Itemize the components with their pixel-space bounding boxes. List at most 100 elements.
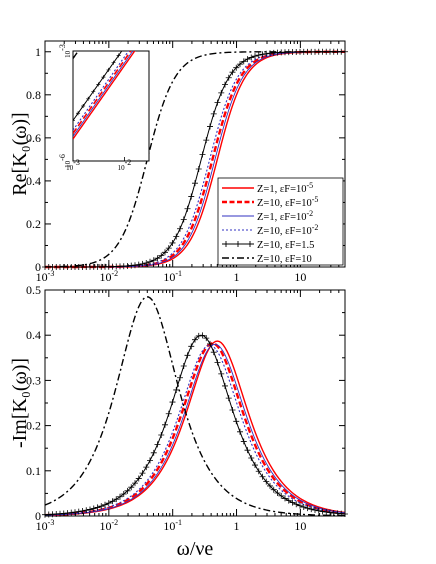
inset-series-4-marker bbox=[116, 53, 121, 58]
bottom-series-4-marker bbox=[173, 386, 180, 393]
top-x-tick-label: 10-3 bbox=[36, 269, 55, 284]
inset-curves bbox=[73, 10, 151, 140]
bottom-y-tick-label: 0.5 bbox=[26, 283, 41, 297]
bottom-series-4-marker bbox=[293, 501, 300, 508]
bottom-series-4-marker bbox=[184, 352, 191, 359]
top-series-4-marker bbox=[229, 69, 236, 76]
bottom-series-4-marker bbox=[199, 332, 206, 339]
top-x-tick-label: 1 bbox=[234, 270, 240, 284]
inset-series-1 bbox=[73, 51, 132, 134]
top-panel: 0 0.2 0.4 0.6 0.8 1 10-3 10-2 10-1 1 10 Re[K₀(ω)]… bbox=[9, 10, 348, 284]
inset-series-4-marker bbox=[73, 118, 75, 123]
bottom-series-4-marker bbox=[312, 507, 318, 514]
bottom-series-4-marker bbox=[154, 441, 161, 448]
bottom-x-tick-label: 10-1 bbox=[163, 518, 182, 533]
inset-series-2 bbox=[73, 51, 134, 137]
bottom-series-4-marker bbox=[297, 502, 303, 509]
bottom-series-4-marker bbox=[218, 370, 225, 377]
top-series-4-marker bbox=[173, 233, 180, 240]
bottom-x-tick-label: 10-2 bbox=[100, 518, 119, 533]
inset-series-4-marker bbox=[111, 60, 116, 65]
x-axis-label: ω/νe bbox=[177, 538, 214, 560]
bottom-series-4-marker bbox=[120, 490, 127, 497]
legend-marker bbox=[247, 241, 253, 247]
bottom-y-ticks: 0 0.1 0.2 0.3 0.4 0.5 bbox=[26, 283, 345, 523]
top-y-axis-label: Re[K₀(ω)] bbox=[9, 112, 31, 195]
top-y-tick-label: 0.6 bbox=[26, 131, 41, 145]
top-y-tick-label: 0 bbox=[35, 260, 41, 274]
inset-series-5 bbox=[73, 51, 80, 59]
bottom-series-4-marker bbox=[304, 505, 311, 512]
bottom-series-4-marker bbox=[274, 489, 281, 496]
top-series-4-marker bbox=[225, 74, 232, 81]
bottom-series-4-marker bbox=[203, 335, 210, 342]
top-series-4-marker bbox=[252, 53, 258, 60]
inset-series-4-marker bbox=[81, 104, 86, 109]
bottom-series-4-marker bbox=[207, 340, 213, 347]
top-series-4-marker bbox=[135, 261, 142, 268]
legend-label-2: Z=1, εF=10-2 bbox=[257, 209, 313, 223]
bottom-series-4-marker bbox=[188, 343, 195, 350]
top-series-4-marker bbox=[244, 56, 251, 63]
top-series-4-marker bbox=[139, 260, 146, 267]
top-series-4-marker bbox=[132, 262, 138, 269]
bottom-series-5 bbox=[44, 296, 346, 517]
bottom-series-4-marker bbox=[98, 503, 105, 510]
top-series-4-marker bbox=[248, 54, 255, 61]
legend-label-5: Z=10, εF=10 bbox=[257, 254, 312, 265]
top-series-4-marker bbox=[192, 180, 198, 187]
bottom-y-tick-label: 0.3 bbox=[26, 373, 41, 387]
top-x-ticks: 10-3 10-2 10-1 1 10 bbox=[36, 41, 346, 284]
inset-series-4-marker bbox=[137, 25, 141, 29]
top-series-4-marker bbox=[188, 193, 195, 200]
inset-series-4-marker bbox=[147, 10, 151, 14]
top-series-4-marker bbox=[154, 255, 161, 262]
inset-x-tick-label: 10-2 bbox=[118, 158, 132, 172]
inset-series-4-marker bbox=[76, 111, 81, 116]
bottom-series-4-marker bbox=[68, 509, 75, 516]
top-series-4-marker bbox=[214, 99, 221, 106]
bottom-series-4-marker bbox=[109, 498, 116, 505]
top-series-4-marker bbox=[255, 52, 262, 59]
bottom-series-4-marker bbox=[64, 510, 71, 517]
legend-box bbox=[217, 177, 344, 266]
inset-series-4-marker bbox=[91, 89, 96, 94]
bottom-series-4-marker bbox=[252, 462, 258, 469]
bottom-series-4-marker bbox=[150, 449, 157, 456]
top-series-4-marker bbox=[147, 258, 153, 265]
bottom-series-2 bbox=[44, 343, 346, 516]
top-series-4-marker bbox=[158, 252, 165, 259]
top-series-4-marker bbox=[210, 110, 217, 117]
inset-x-tick-label: 10-3 bbox=[66, 158, 80, 172]
bottom-series-4-marker bbox=[278, 492, 285, 499]
bottom-series-4-marker bbox=[165, 410, 172, 417]
bottom-series-4-marker bbox=[319, 508, 326, 515]
bottom-series-4-marker bbox=[255, 468, 262, 475]
bottom-series-4-marker bbox=[323, 509, 330, 516]
inset-series-4-marker bbox=[96, 82, 101, 87]
bottom-series-4-marker bbox=[289, 499, 296, 506]
legend-marker bbox=[223, 241, 229, 247]
top-y-tick-label: 0.8 bbox=[26, 88, 41, 102]
bottom-series-4-marker bbox=[240, 438, 247, 445]
bottom-series-0 bbox=[44, 340, 346, 516]
bottom-series-4-marker bbox=[158, 432, 165, 439]
inset-ticks: 10-310-210-610-3 bbox=[58, 44, 131, 172]
bottom-panel: 0 0.1 0.2 0.3 0.4 0.5 10-3 10-2 10-1 1 10 -Im[K₀(… bbox=[9, 283, 348, 560]
bottom-series-4-marker bbox=[143, 464, 150, 471]
bottom-series-4-marker bbox=[192, 336, 198, 343]
top-series-4-marker bbox=[259, 51, 266, 58]
inset-frame bbox=[72, 50, 150, 162]
top-series-4-marker bbox=[169, 239, 176, 246]
top-series-4-marker bbox=[222, 81, 228, 88]
bottom-plot-frame bbox=[44, 289, 346, 517]
bottom-series-4-marker bbox=[105, 500, 112, 507]
top-y-tick-label: 1 bbox=[35, 45, 41, 59]
top-series-4-marker bbox=[233, 64, 240, 71]
legend-label-0: Z=1, εF=10-5 bbox=[257, 181, 313, 195]
bottom-series-4-marker bbox=[113, 496, 120, 503]
top-series-4-marker bbox=[143, 259, 150, 266]
top-x-tick-label: 10-2 bbox=[100, 269, 119, 284]
top-series-4-marker bbox=[195, 166, 202, 173]
